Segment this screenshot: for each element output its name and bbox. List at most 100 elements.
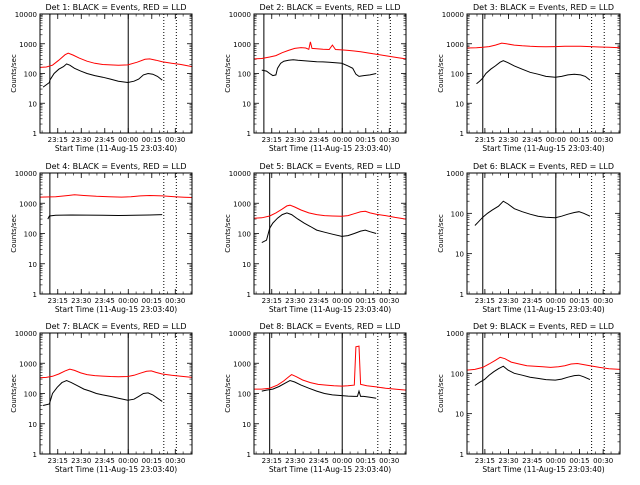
y-tick-label: 1 [460,451,464,459]
x-tick-label: 00:30 [593,136,613,144]
y-tick-label: 10000 [229,11,251,19]
x-tick-label: 23:45 [95,297,115,305]
y-tick-label: 100 [451,71,464,79]
y-tick-label: 1 [33,291,37,299]
x-tick-label: 23:45 [309,457,329,465]
y-tick-label: 1 [33,130,37,138]
events-series-line [474,200,591,226]
y-tick-label: 1000 [19,360,37,368]
y-axis-label: Counts/sec [224,54,232,93]
y-axis-label: Counts/sec [437,374,445,413]
x-axis-label: Start Time (11-Aug-15 23:03:40) [482,465,604,474]
x-tick-label: 00:30 [165,457,185,465]
y-axis-label: Counts/sec [10,374,18,413]
y-tick-label: 10 [455,411,464,419]
x-tick-label: 00:30 [165,136,185,144]
x-axis-label: Start Time (11-Aug-15 23:03:40) [482,305,604,314]
y-tick-label: 10000 [15,170,37,178]
plot-frame [253,13,407,134]
plot-frame [39,332,193,455]
panel-det-4: Det 4: BLACK = Events, RED = LLD 1 10 100 10… [10,162,193,314]
x-tick-label: 23:15 [475,136,495,144]
x-tick-label: 23:45 [309,297,329,305]
x-tick-label: 00:00 [118,457,138,465]
y-tick-label: 10000 [15,11,37,19]
events-series-line [476,60,591,85]
y-axis-label: Counts/sec [10,54,18,93]
y-tick-label: 1 [247,130,251,138]
y-axis-label: Counts/sec [224,374,232,413]
panel-det-7: Det 7: BLACK = Events, RED = LLD 1 10 100 10… [10,322,193,474]
y-tick-label: 10 [28,421,37,429]
x-tick-label: 23:30 [498,457,518,465]
y-tick-label: 10 [242,100,251,108]
panel-title: Det 2: BLACK = Events, RED = LLD [260,3,401,12]
x-tick-label: 00:30 [379,457,399,465]
x-tick-label: 00:00 [546,297,566,305]
events-series-line [261,212,377,244]
x-tick-label: 23:15 [48,297,68,305]
x-axis-label: Start Time (11-Aug-15 23:03:40) [55,305,177,314]
panel-title: Det 6: BLACK = Events, RED = LLD [473,162,614,171]
panel-title: Det 5: BLACK = Events, RED = LLD [260,162,401,171]
y-tick-label: 10 [28,100,37,108]
x-tick-label: 23:45 [309,136,329,144]
x-tick-label: 23:15 [475,297,495,305]
y-axis-label: Counts/sec [224,214,232,253]
y-tick-label: 1 [460,291,464,299]
y-tick-label: 10 [242,261,251,269]
x-tick-label: 23:15 [262,297,282,305]
plot-frame [39,172,193,295]
y-tick-label: 100 [451,210,464,218]
y-tick-label: 100 [24,231,37,239]
y-tick-label: 1 [247,291,251,299]
x-tick-label: 23:45 [522,457,542,465]
events-series-line [474,365,591,386]
plot-frame [253,172,407,295]
x-tick-label: 00:15 [356,297,376,305]
y-axis-label: Counts/sec [437,54,445,93]
lld-series-line [39,194,193,198]
y-tick-label: 1 [460,130,464,138]
y-tick-label: 1000 [19,41,37,49]
lld-series-line [39,368,193,379]
y-tick-label: 1000 [446,170,464,178]
x-tick-label: 23:30 [498,136,518,144]
y-tick-label: 100 [238,71,251,79]
x-axis-label: Start Time (11-Aug-15 23:03:40) [269,305,391,314]
x-tick-label: 00:15 [142,136,162,144]
panel-title: Det 9: BLACK = Events, RED = LLD [473,322,614,331]
y-tick-label: 10000 [442,11,464,19]
panel-det-3: Det 3: BLACK = Events, RED = LLD 1 10 100 10… [437,3,621,153]
panel-det-9: Det 9: BLACK = Events, RED = LLD 1 10 100 10… [437,322,621,474]
x-axis-label: Start Time (11-Aug-15 23:03:40) [269,465,391,474]
lld-series-line [466,42,621,49]
panel-title: Det 4: BLACK = Events, RED = LLD [46,162,187,171]
events-series-line [261,59,377,77]
x-tick-label: 23:30 [71,457,91,465]
lld-series-line [466,356,621,371]
x-tick-label: 00:15 [569,297,589,305]
x-tick-label: 00:30 [165,297,185,305]
panel-title: Det 7: BLACK = Events, RED = LLD [46,322,187,331]
plot-frame [39,13,193,134]
x-tick-label: 00:00 [546,457,566,465]
lld-series-line [253,41,407,60]
y-tick-label: 100 [238,231,251,239]
panel-det-8: Det 8: BLACK = Events, RED = LLD 1 10 100 10… [224,322,407,474]
x-tick-label: 23:30 [285,136,305,144]
x-tick-label: 00:15 [569,457,589,465]
plot-frame [466,13,621,134]
y-tick-label: 10000 [15,330,37,338]
y-tick-label: 10 [455,100,464,108]
panel-det-1: Det 1: BLACK = Events, RED = LLD 1 10 100 10… [10,3,193,153]
x-tick-label: 00:00 [546,136,566,144]
x-tick-label: 23:45 [522,297,542,305]
x-tick-label: 00:00 [118,297,138,305]
y-tick-label: 1000 [19,200,37,208]
y-tick-label: 1000 [233,360,251,368]
y-tick-label: 100 [24,391,37,399]
panel-title: Det 8: BLACK = Events, RED = LLD [260,322,401,331]
